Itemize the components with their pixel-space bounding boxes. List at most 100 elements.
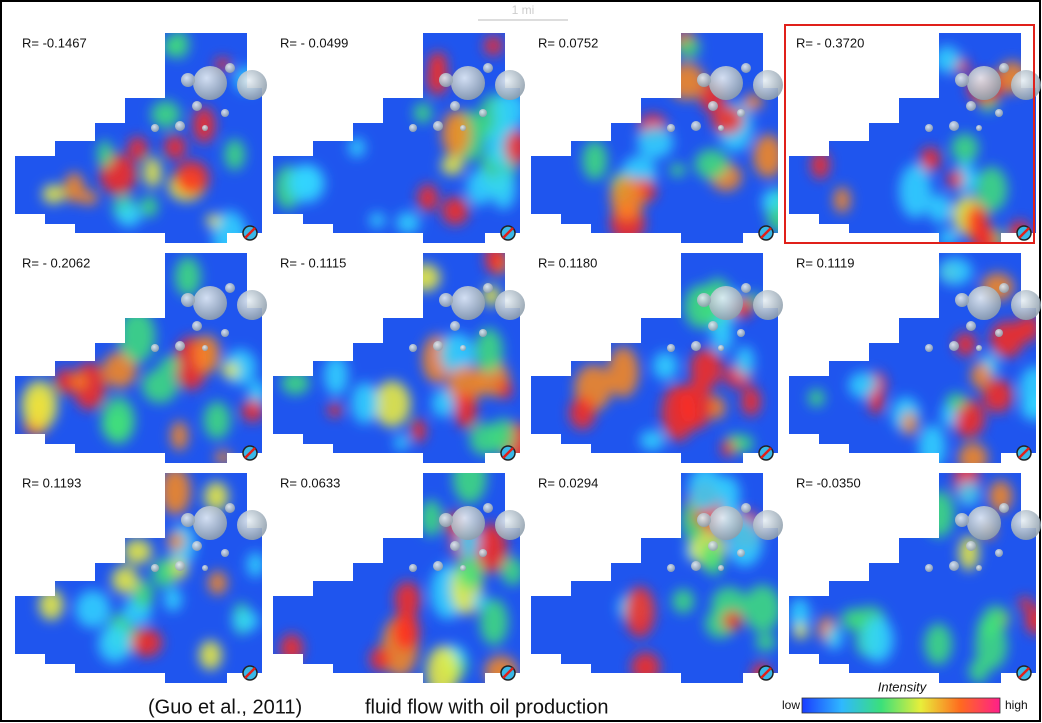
well-sphere [737,329,745,337]
correlation-label: R= -0.0350 [796,475,861,490]
correlation-label: R= 0.0294 [538,475,598,490]
heat-blob [841,608,864,630]
heat-blob [144,157,162,188]
well-sphere [697,73,711,87]
heat-blob [292,165,321,196]
well-sphere [192,321,202,331]
well-sphere [225,63,235,73]
heat-blob [959,536,980,571]
heat-blob [965,204,989,241]
heat-blob [808,389,825,407]
heat-blob [75,590,110,628]
well-sphere [925,124,933,132]
well-sphere [999,63,1009,73]
colorbar [802,698,1000,713]
well-sphere [709,506,743,540]
well-sphere [955,513,969,527]
heat-blob [152,559,176,588]
heat-blob [396,212,420,234]
heat-blob [224,139,245,170]
heat-blob [351,382,378,424]
heat-blob [480,599,508,646]
well-sphere [460,125,466,131]
well-sphere [433,121,443,131]
well-sphere [995,549,1003,557]
correlation-label: R= - 0.0499 [280,35,348,50]
well-sphere [708,541,718,551]
heat-blob [441,156,464,176]
well-sphere [718,345,724,351]
heat-blob [98,625,131,663]
well-sphere [409,124,417,132]
heat-blob [442,197,469,225]
heat-blob [736,346,755,377]
well-sphere [967,66,1001,100]
well-sphere [221,329,229,337]
heat-blob [394,581,420,617]
heat-blob [116,204,141,227]
heat-blob [899,164,932,218]
well-sphere [949,341,959,351]
correlation-label: R= 0.0633 [280,475,340,490]
heat-blob [741,387,761,416]
heat-blob [902,412,918,436]
colorbar-high: high [1005,698,1028,712]
well-sphere [667,344,675,352]
well-sphere [925,344,933,352]
heat-blob [928,194,952,224]
well-sphere [433,341,443,351]
heat-blob [370,647,391,672]
well-sphere [181,513,195,527]
well-sphere [451,506,485,540]
heat-blob [112,566,139,594]
heat-blob [199,640,222,669]
well-sphere [450,321,460,331]
heat-blob [491,171,516,210]
heat-blob [475,328,503,374]
heat-blob [324,355,348,395]
caption: fluid flow with oil production [365,696,608,718]
well-sphere [1011,70,1041,100]
citation: (Guo et al., 2011) [148,696,302,718]
heat-blob [128,137,148,161]
heat-blob [42,184,64,204]
well-sphere [999,503,1009,513]
heat-blob [610,176,643,220]
scale-bar-label: 1 mi [512,3,535,17]
heat-blob [417,184,438,211]
well-sphere [949,121,959,131]
well-sphere [202,565,208,571]
well-sphere [995,329,1003,337]
well-sphere [451,286,485,320]
well-sphere [495,510,525,540]
heat-blob [640,430,665,451]
well-sphere [221,109,229,117]
correlation-label: R= -0.1467 [22,35,87,50]
well-sphere [439,73,453,87]
well-sphere [450,541,460,551]
well-sphere [151,124,159,132]
well-sphere [225,283,235,293]
heat-blob [458,556,484,590]
heat-blob [826,625,843,650]
well-sphere [479,549,487,557]
well-sphere [237,70,267,100]
well-sphere [237,290,267,320]
well-sphere [976,125,982,131]
heat-blob [97,140,113,167]
heat-blob [834,187,851,213]
well-sphere [955,73,969,87]
correlation-label: R= - 0.1115 [280,255,346,270]
well-sphere [955,293,969,307]
well-sphere [175,121,185,131]
well-sphere [483,63,493,73]
well-sphere [966,321,976,331]
figure: R= -0.1467R= - 0.0499R= 0.0752R= - 0.372… [0,0,1042,723]
well-sphere [202,125,208,131]
well-sphere [737,109,745,117]
heat-blob [141,196,158,218]
well-sphere [192,541,202,551]
heat-blob [863,617,894,663]
heat-blob [171,421,188,450]
heat-blob [164,135,186,159]
